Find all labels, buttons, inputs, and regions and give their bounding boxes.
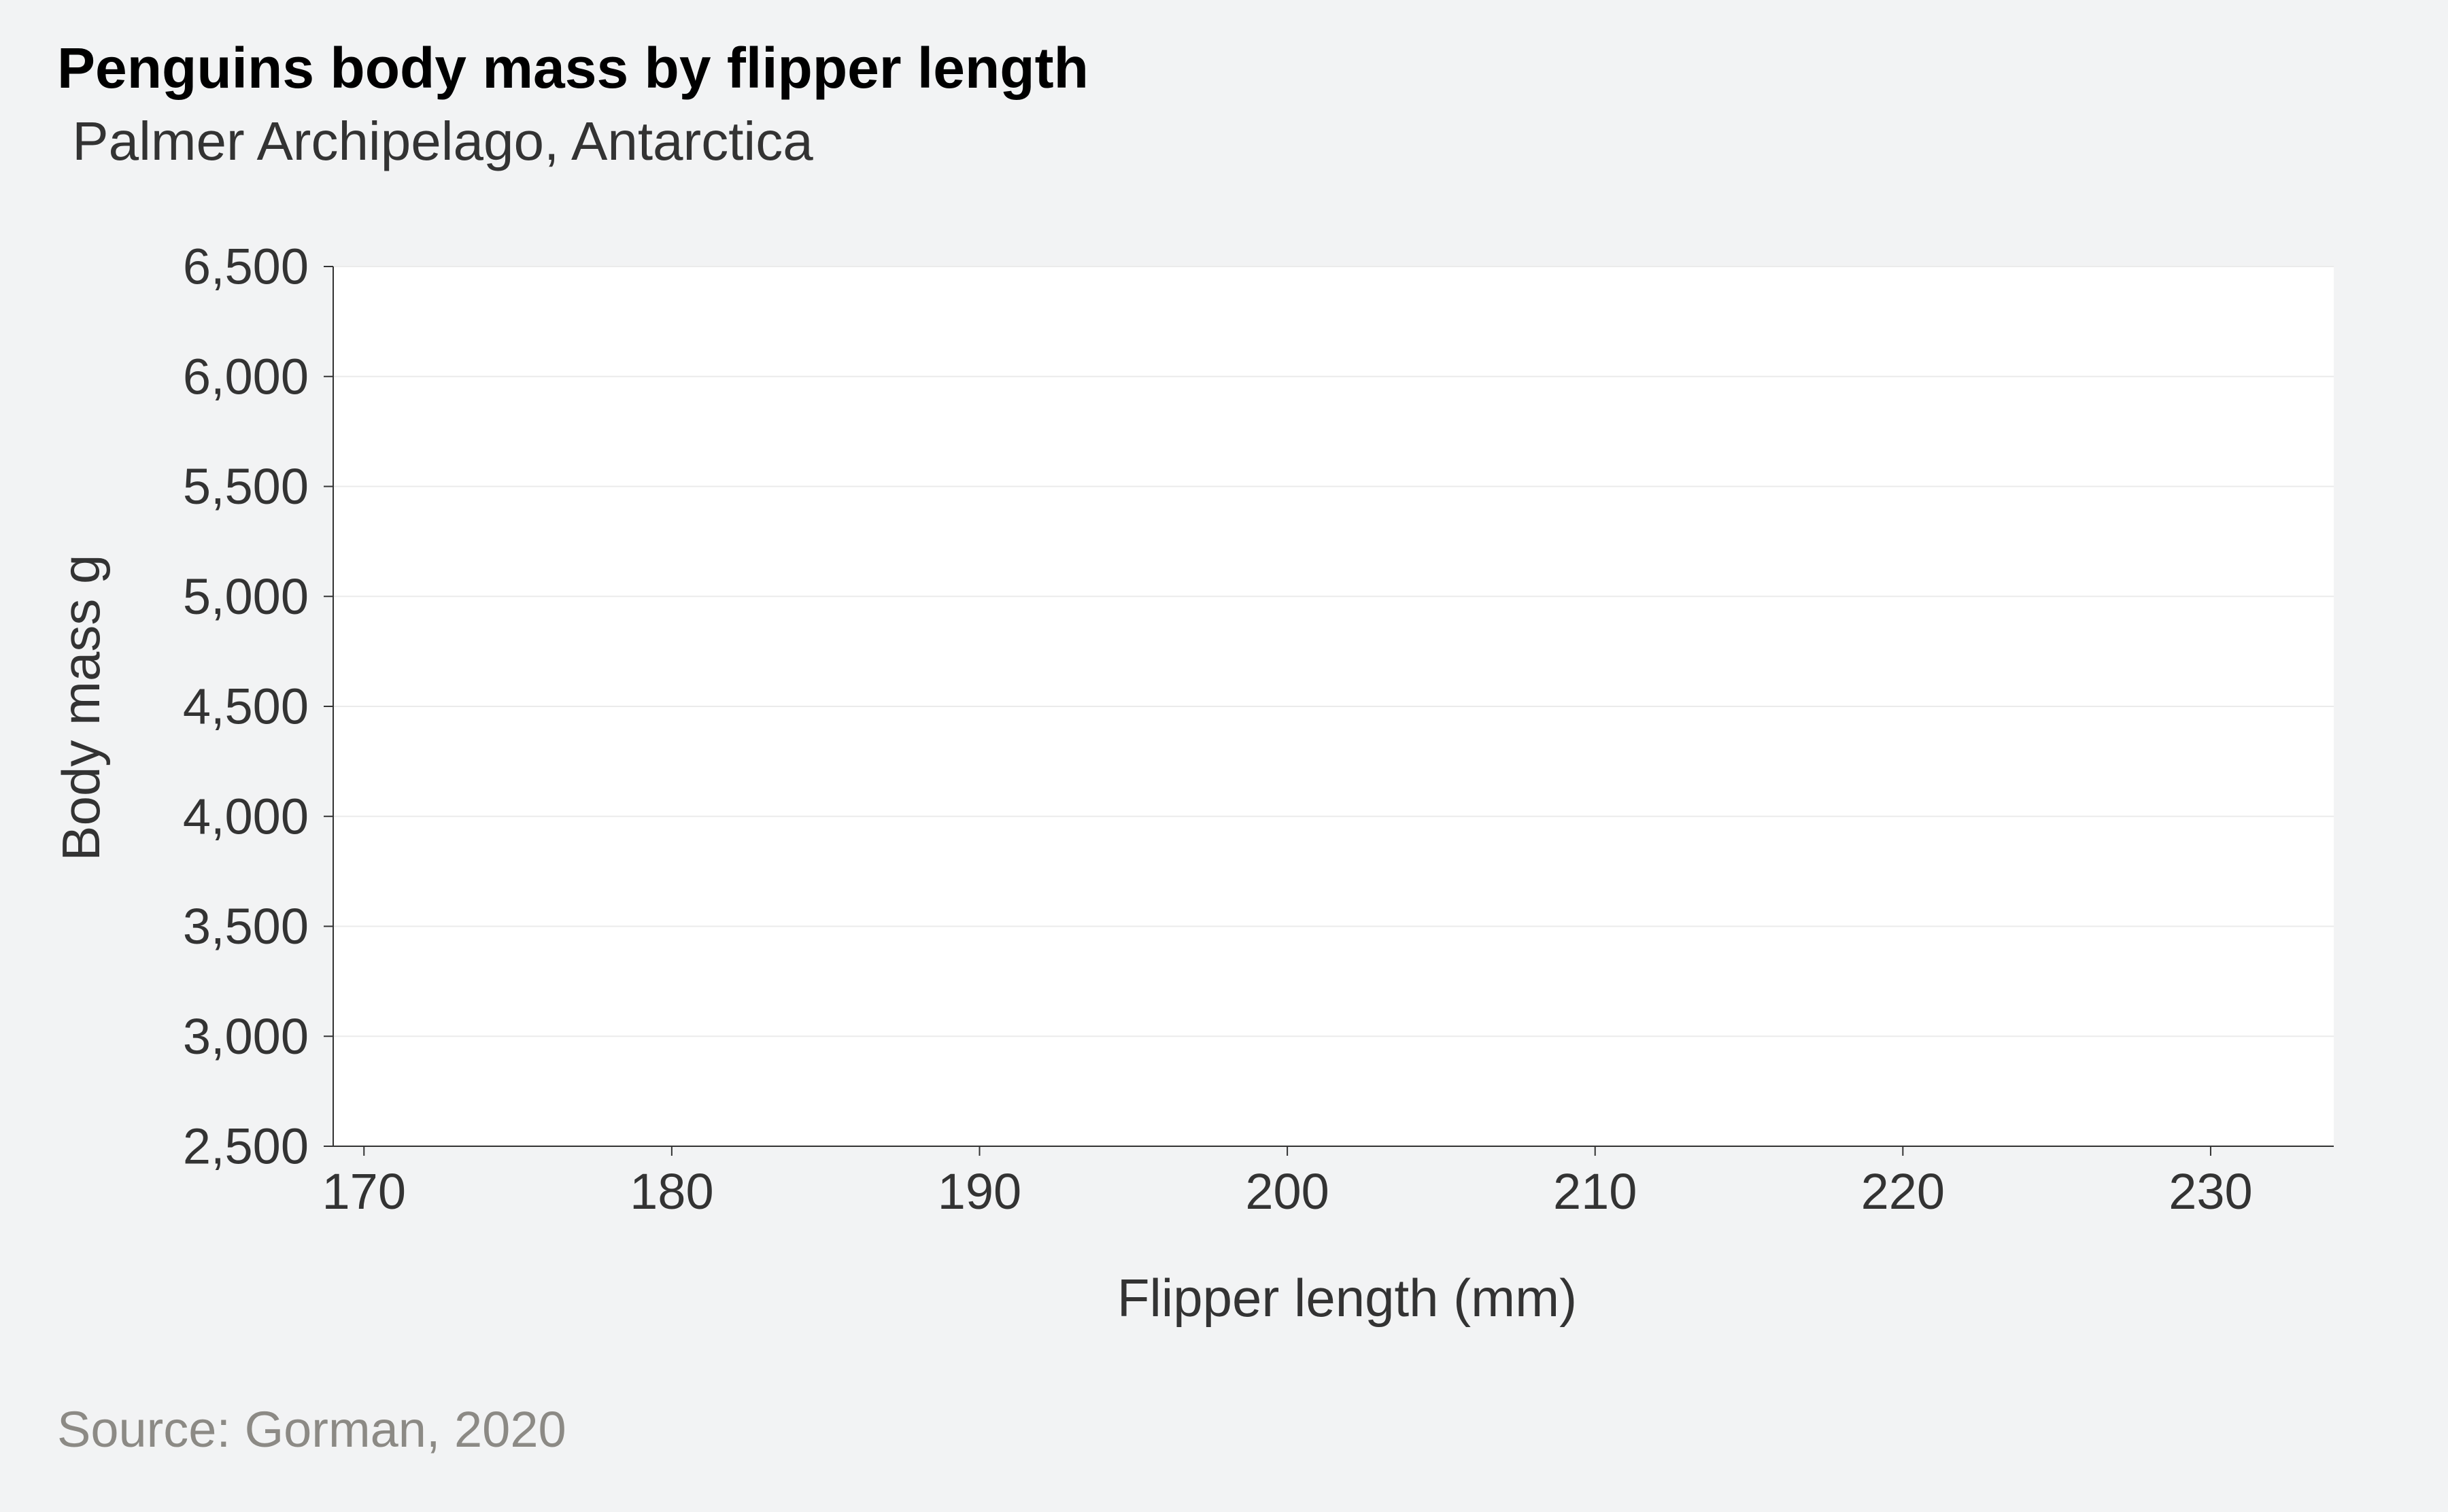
y-tick-label: 6,500 [183,239,309,295]
y-axis-ticks: 2,500 3,000 3,500 4,000 4,500 5,000 5,500 6,000… [183,239,333,1175]
y-tick-label: 5,000 [183,568,309,625]
y-tick-label: 5,500 [183,458,309,515]
x-tick-label: 210 [1553,1163,1637,1220]
x-axis-title: Flipper length (mm) [1117,1268,1577,1328]
y-tick-label: 3,500 [183,898,309,955]
y-tick-label: 2,500 [183,1118,309,1175]
y-tick-label: 4,500 [183,678,309,735]
y-axis-title: Body mass g [51,555,111,861]
x-tick-label: 170 [322,1163,406,1220]
x-tick-label: 230 [2169,1163,2252,1220]
x-tick-label: 180 [630,1163,713,1220]
y-tick-label: 3,000 [183,1008,309,1065]
chart-subtitle: Palmer Archipelago, Antarctica [57,111,813,171]
x-tick-label: 220 [1861,1163,1945,1220]
source-note: Source: Gorman, 2020 [57,1401,566,1458]
chart-title: Penguins body mass by flipper length [57,36,1089,100]
x-tick-label: 190 [938,1163,1021,1220]
y-tick-label: 4,000 [183,788,309,844]
y-tick-label: 6,000 [183,348,309,405]
x-axis-ticks: 170 180 190 200 210 220 230 [322,1146,2253,1220]
gridlines [333,266,2334,1037]
x-tick-label: 200 [1245,1163,1329,1220]
